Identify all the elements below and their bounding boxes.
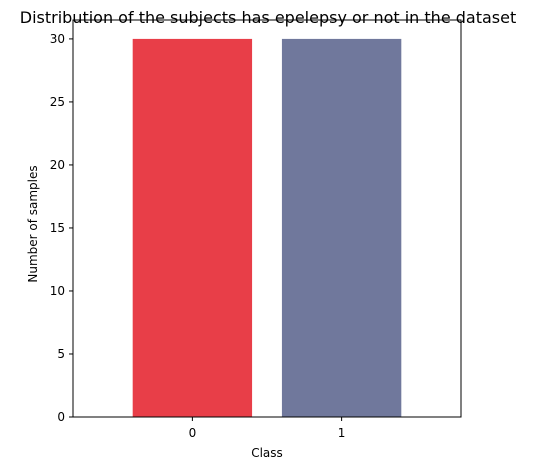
y-tick-label: 30 (50, 32, 65, 46)
y-tick-label: 10 (50, 284, 65, 298)
x-axis-label: Class (251, 446, 283, 460)
y-tick-label: 25 (50, 95, 65, 109)
y-tick-label: 5 (57, 347, 65, 361)
y-tick-label: 20 (50, 158, 65, 172)
bar-class-0 (132, 38, 253, 418)
y-axis-ticks: 0 5 10 15 20 25 30 (50, 32, 73, 424)
y-axis-label: Number of samples (26, 165, 40, 282)
y-tick-label: 15 (50, 221, 65, 235)
y-tick-label: 0 (57, 410, 65, 424)
bars-group (132, 38, 402, 418)
chart-title: Distribution of the subjects has epeleps… (20, 8, 517, 27)
bar-class-1 (281, 38, 402, 418)
plot-frame (72, 19, 462, 418)
x-tick-label: 0 (189, 426, 197, 440)
x-tick-label: 1 (338, 426, 346, 440)
